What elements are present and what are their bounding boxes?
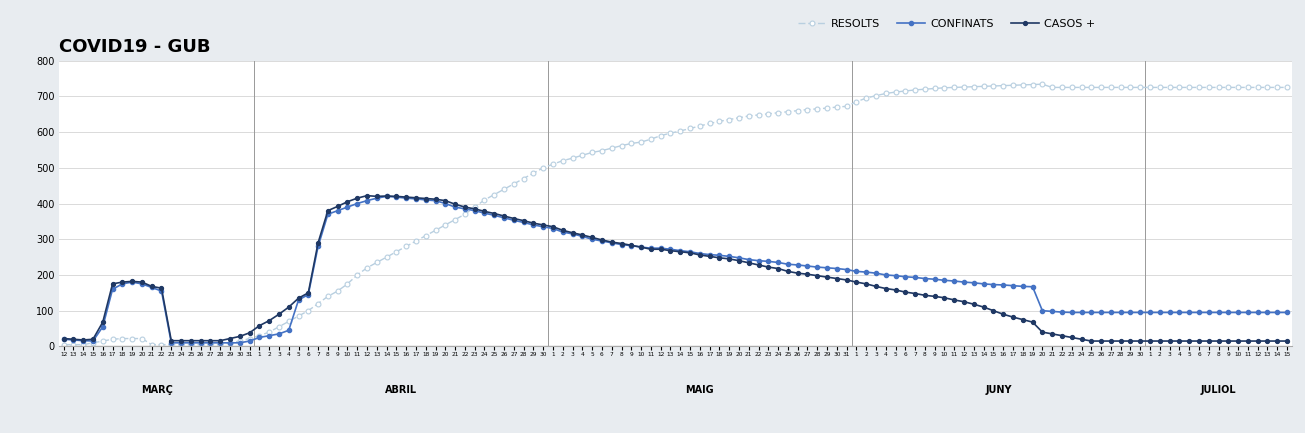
Text: MAIG: MAIG	[685, 385, 714, 395]
Text: COVID19 - GUB: COVID19 - GUB	[59, 38, 210, 56]
Text: MARÇ: MARÇ	[141, 385, 172, 395]
Text: ABRIL: ABRIL	[385, 385, 418, 395]
Legend: RESOLTS, CONFINATS, CASOS +: RESOLTS, CONFINATS, CASOS +	[793, 15, 1100, 34]
Text: JUNY: JUNY	[985, 385, 1011, 395]
Text: JULIOL: JULIOL	[1201, 385, 1236, 395]
